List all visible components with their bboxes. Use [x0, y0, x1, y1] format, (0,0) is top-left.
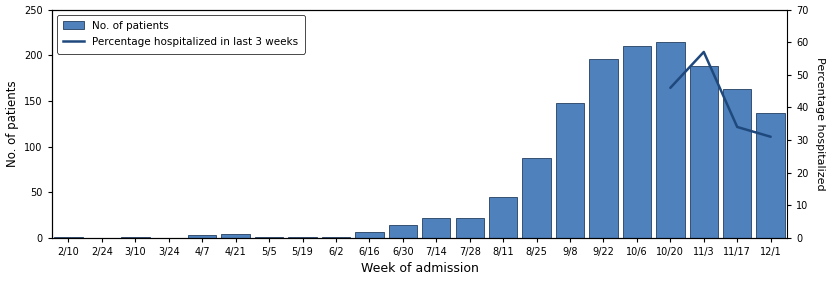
- X-axis label: Week of admission: Week of admission: [361, 262, 479, 275]
- Bar: [455, 218, 484, 238]
- Bar: [656, 42, 685, 238]
- Bar: [589, 59, 617, 238]
- Bar: [690, 66, 718, 238]
- Bar: [422, 218, 450, 238]
- Bar: [355, 232, 384, 238]
- Bar: [54, 237, 83, 238]
- Bar: [322, 237, 350, 238]
- Bar: [556, 103, 584, 238]
- Bar: [756, 113, 784, 238]
- Bar: [489, 197, 518, 238]
- Bar: [622, 46, 652, 238]
- Bar: [523, 158, 551, 238]
- Bar: [188, 235, 216, 238]
- Y-axis label: No. of patients: No. of patients: [6, 80, 18, 167]
- Y-axis label: Percentage hospitalized: Percentage hospitalized: [815, 57, 825, 191]
- Bar: [723, 89, 751, 238]
- Legend: No. of patients, Percentage hospitalized in last 3 weeks: No. of patients, Percentage hospitalized…: [57, 15, 305, 53]
- Bar: [255, 237, 283, 238]
- Bar: [221, 234, 250, 238]
- Bar: [121, 237, 150, 238]
- Bar: [389, 225, 417, 238]
- Bar: [288, 237, 317, 238]
